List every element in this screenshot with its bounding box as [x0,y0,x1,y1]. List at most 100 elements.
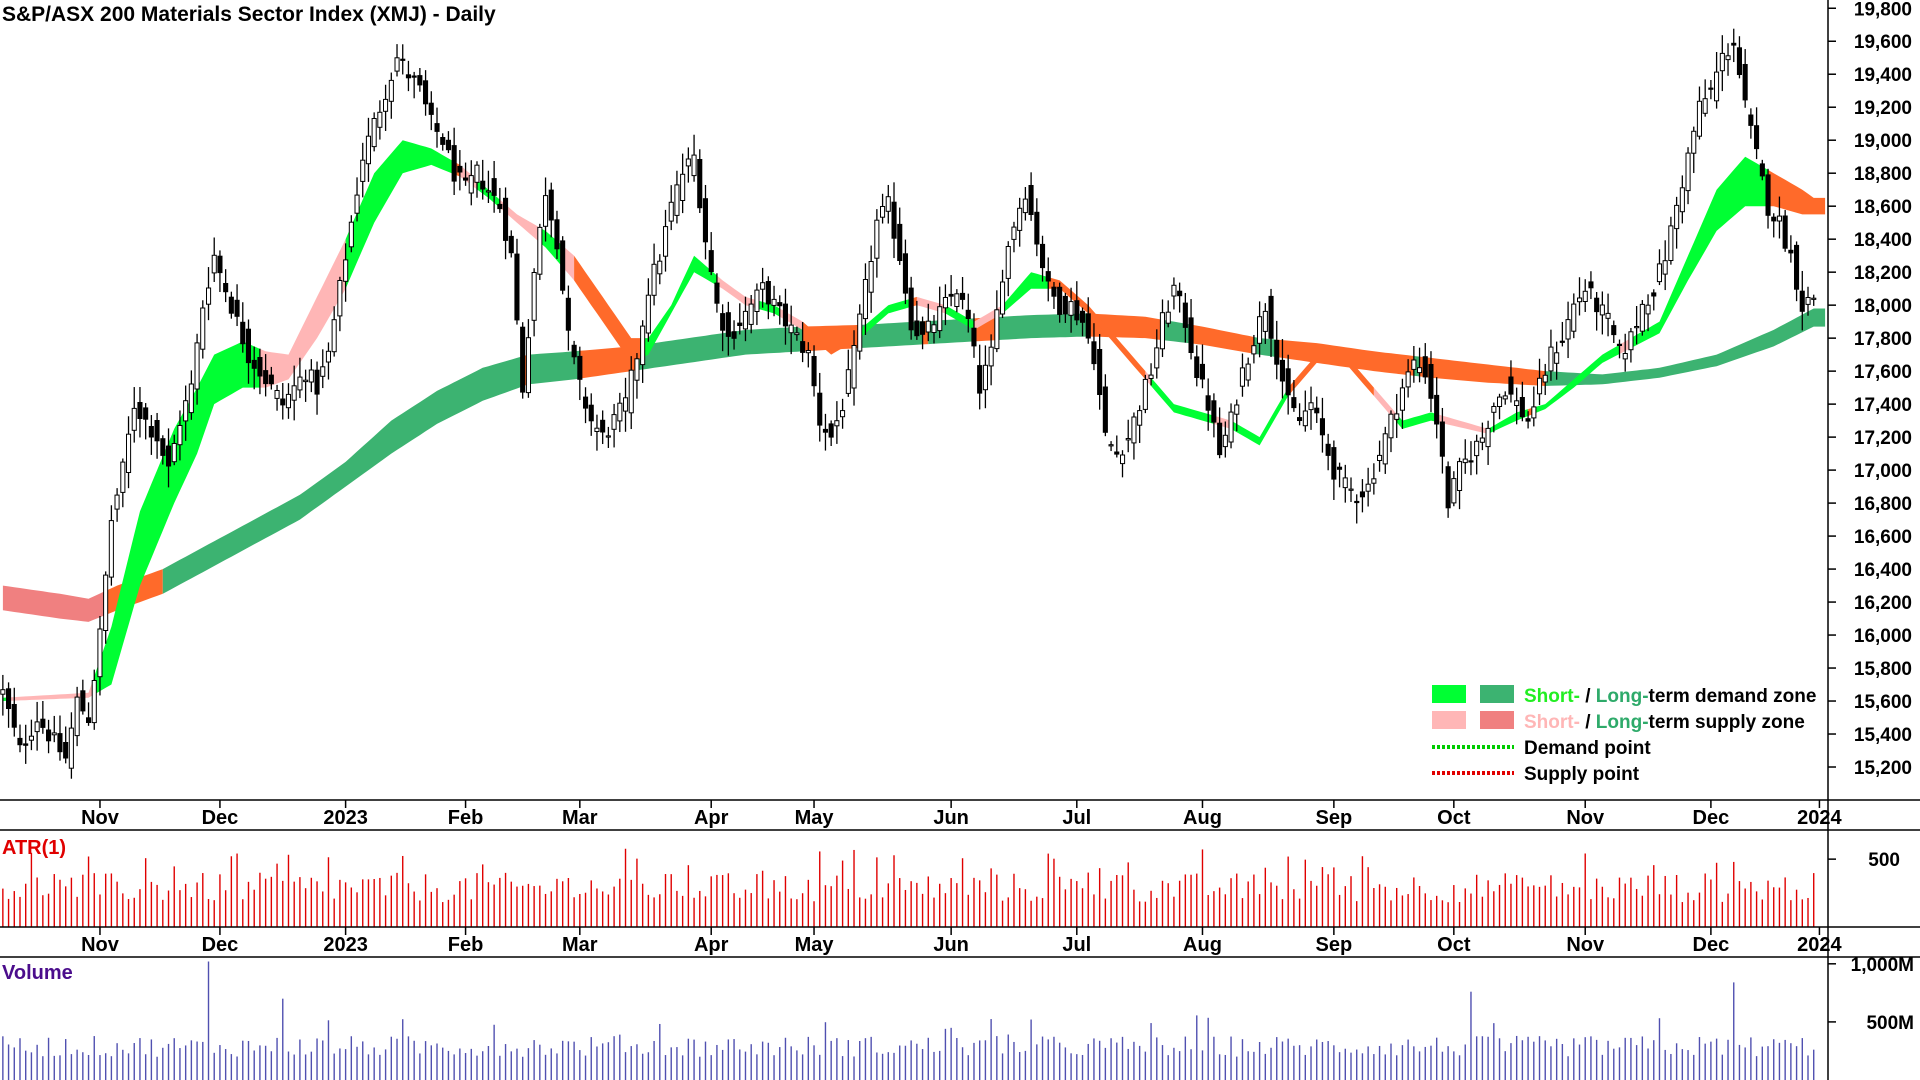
candle-body [131,407,137,431]
candle-body [891,201,897,239]
candle-body [600,419,606,433]
volume-label: Volume [2,962,73,984]
candle-body [885,196,891,212]
short-term-zone [716,275,757,309]
short-term-zone [562,245,575,281]
candle-body [1679,187,1685,213]
candle-body [1342,477,1348,489]
candle-body [1531,406,1537,419]
candle-body [365,135,371,165]
candle-body [1377,454,1383,461]
candle-body [1645,304,1651,315]
candle-body [822,428,829,433]
candle-body [897,223,903,261]
candle-body [1422,356,1428,378]
candlesticks [0,28,1817,779]
candle-body [565,297,571,331]
candle-body [1811,297,1817,300]
legend-swatch-short [1432,685,1466,703]
candle-body [1000,281,1006,315]
legend-label-part: / [1580,686,1596,707]
candle-body [1011,226,1017,240]
long-term-zone [2,585,106,622]
candle-body [1154,347,1160,369]
candle-body [251,359,257,369]
date-tick-label: Jun [933,934,969,956]
candle-body [1051,286,1057,297]
candle-body [11,704,17,728]
candle-body [1291,397,1297,409]
candle-body [86,717,92,723]
candle-body [617,402,623,422]
candle-body [817,392,823,426]
candle-body [537,226,543,275]
volume-axis: 500M 1,000M [1828,955,1914,1034]
candle-body [1114,451,1120,455]
short-term-zone [574,255,643,363]
candle-body [1468,460,1474,463]
candle-body [1182,302,1188,328]
atr-tick-label: 500 [1868,850,1900,871]
candle-body [1502,395,1508,400]
candle-body [388,79,394,102]
candle-body [23,743,29,746]
candle-body [1485,427,1491,448]
candle-body [1508,376,1514,395]
short-term-zone [1145,371,1152,386]
candle-body [1314,407,1320,414]
candle-body [954,293,960,307]
candle-body [1542,374,1548,383]
date-tick-label: Aug [1183,934,1222,956]
candle-body [63,742,69,759]
candle-body [828,423,834,438]
candle-body [1354,500,1360,504]
candle-body [605,435,611,438]
candle-body [1394,413,1400,420]
candle-body [285,393,291,409]
price-tick-label: 19,000 [1854,131,1912,152]
candle-body [331,319,337,353]
candle-body [663,226,669,257]
long-term-zone [1419,356,1546,386]
candle-body [468,175,474,194]
candle-body [154,420,160,442]
long-term-zone [636,326,803,371]
candle-body [46,729,52,742]
candle-body [114,494,120,510]
candle-body [274,390,280,399]
candle-body [343,259,349,282]
candle-body [234,299,240,317]
price-tick-label: 15,400 [1854,725,1912,746]
candle-body [1302,410,1308,427]
candle-body [223,283,229,293]
candle-body [497,203,503,210]
candle-body [1805,297,1811,305]
candle-body [434,123,440,132]
candle-body [1120,454,1126,465]
date-tick-label: Dec [1693,934,1730,956]
candle-body [188,383,194,414]
candle-body [868,261,874,293]
candle-body [1171,284,1177,297]
price-tick-label: 17,200 [1854,428,1912,449]
candle-body [1668,225,1674,261]
long-term-zone [579,345,637,379]
candle-body [1628,331,1634,351]
candle-body [657,260,663,275]
short-term-zone [8,676,95,701]
candle-body [685,158,691,167]
candle-body [1622,353,1628,360]
chart-title: S&P/ASX 200 Materials Sector Index (XMJ)… [2,3,496,26]
candle-body [1034,211,1040,245]
candle-body [634,358,640,381]
candle-body [485,190,491,193]
candle-body [17,737,23,746]
candle-body [525,337,532,394]
candle-body [1656,263,1663,283]
candle-body [1479,437,1485,443]
candle-body [1285,368,1291,396]
date-tick-label: Jun [933,807,969,829]
candle-body [148,426,154,438]
